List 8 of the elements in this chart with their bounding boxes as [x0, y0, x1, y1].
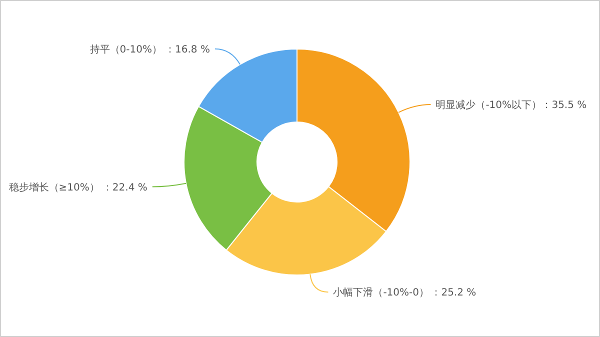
- data-label: ：16.8 %: [165, 44, 210, 56]
- slice-label: 小幅下滑（-10%-0）: [333, 286, 430, 299]
- data-label: ：25.2 %: [431, 288, 476, 299]
- slice-label: 持平（0-10%）: [90, 43, 162, 56]
- data-label: ：35.5 %: [542, 100, 587, 111]
- data-label: ：22.4 %: [102, 182, 148, 194]
- slice-label: 稳步增长（≥10%）: [8, 181, 100, 194]
- slice-label: 明显减少（-10%以下）: [436, 99, 542, 111]
